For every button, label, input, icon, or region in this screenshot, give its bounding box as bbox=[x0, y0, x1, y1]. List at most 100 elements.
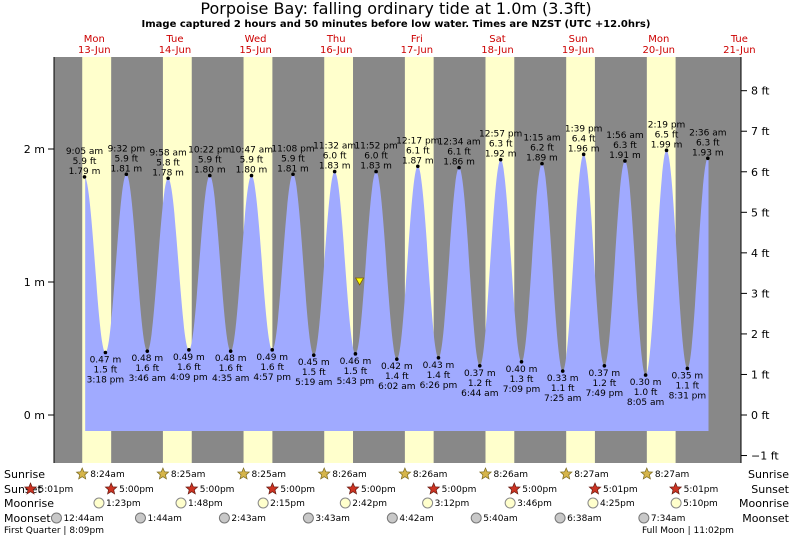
sunrise-time: 8:26am bbox=[413, 470, 448, 480]
extreme-ft: 5.9 ft bbox=[281, 154, 305, 164]
sunrise-star-icon bbox=[640, 467, 654, 480]
extreme-ft: 5.9 ft bbox=[114, 154, 138, 164]
right-tick-label: 7 ft bbox=[751, 125, 770, 138]
extreme-point bbox=[685, 366, 690, 371]
low-tide-label: 0.35 m1.1 ft8:31 pm bbox=[669, 366, 706, 401]
extreme-m: 1.81 m bbox=[277, 164, 309, 174]
current-level-marker bbox=[354, 277, 365, 286]
extreme-point bbox=[477, 363, 482, 368]
low-tide-label: 0.45 m1.5 ft5:19 am bbox=[295, 353, 332, 388]
low-tide-label: 0.49 m1.6 ft4:09 pm bbox=[170, 348, 208, 383]
day-name-label: Tue bbox=[730, 34, 748, 45]
extreme-time: 5:19 am bbox=[295, 378, 332, 388]
high-tide-label: 2:36 am6.3 ft1.93 m bbox=[689, 128, 726, 161]
extreme-ft: 1.0 ft bbox=[634, 388, 658, 398]
sunset-time: 5:01pm bbox=[684, 485, 719, 495]
extreme-ft: 6.0 ft bbox=[364, 152, 388, 162]
sunset-time: 5:00pm bbox=[522, 485, 557, 495]
moonrise-time: 4:25pm bbox=[600, 499, 635, 509]
extreme-time: 1:56 am bbox=[606, 131, 643, 141]
high-tide-label: 9:32 pm5.9 ft1.81 m bbox=[108, 144, 145, 177]
moonrise-time: 5:10pm bbox=[683, 499, 718, 509]
extreme-point bbox=[311, 353, 316, 357]
extreme-ft: 1.2 ft bbox=[593, 379, 617, 389]
left-axis: 0 m 1 m 2 m bbox=[24, 143, 54, 422]
extreme-m: 1.92 m bbox=[485, 150, 517, 160]
high-tide-label: 1:56 am6.3 ft1.91 m bbox=[606, 131, 644, 163]
high-tide-label: 1:15 am6.2 ft1.89 m bbox=[523, 134, 561, 166]
extreme-time: 6:44 am bbox=[461, 389, 498, 399]
extreme-point bbox=[249, 173, 254, 178]
extreme-ft: 1.1 ft bbox=[676, 381, 700, 391]
row-label-left: Sunrise bbox=[4, 468, 45, 481]
high-tide-label: 9:58 am5.8 ft1.78 m bbox=[149, 148, 187, 181]
extreme-point bbox=[228, 349, 233, 353]
moonrise-moon-icon bbox=[339, 497, 351, 509]
extreme-m: 0.49 m bbox=[256, 353, 288, 363]
extreme-m: 0.48 m bbox=[131, 354, 163, 364]
moonrise-time: 3:12pm bbox=[435, 499, 470, 509]
extreme-labels: 9:05 am5.9 ft1.79 m0.47 m1.5 ft3:18 pm9:… bbox=[66, 120, 727, 408]
extreme-time: 12:17 pm bbox=[396, 136, 439, 146]
chart-subtitle: Image captured 2 hours and 50 minutes be… bbox=[142, 19, 651, 30]
extreme-point bbox=[124, 172, 129, 177]
extreme-ft: 5.9 ft bbox=[73, 157, 97, 167]
extreme-m: 1.87 m bbox=[402, 156, 434, 166]
moonset-moon-icon bbox=[50, 512, 62, 524]
right-tick-label: 2 ft bbox=[751, 328, 770, 341]
extreme-time: 1:39 pm bbox=[565, 124, 603, 134]
high-tide-label: 11:32 am6.0 ft1.83 m bbox=[313, 142, 356, 174]
day-date-label: 20-Jun bbox=[642, 45, 675, 56]
high-tide-label: 12:17 pm6.1 ft1.87 m bbox=[396, 136, 439, 169]
high-tide-label: 2:19 pm6.5 ft1.99 m bbox=[648, 120, 685, 153]
moonset-moon-icon bbox=[470, 512, 482, 524]
high-tide-label: 11:52 pm6.0 ft1.83 m bbox=[354, 142, 398, 174]
row-label-left: Moonset bbox=[4, 512, 51, 525]
moon-phase-right: Full Moon | 11:02pm bbox=[642, 526, 734, 536]
day-date-label: 18-Jun bbox=[481, 45, 514, 56]
sunset-time: 5:00pm bbox=[200, 485, 235, 495]
sunset-star-icon bbox=[588, 482, 602, 495]
extreme-ft: 1.5 ft bbox=[94, 365, 118, 375]
extreme-time: 2:36 am bbox=[689, 128, 726, 138]
moonrise-time: 2:42pm bbox=[352, 499, 387, 509]
sunset-time: 5:00pm bbox=[361, 485, 396, 495]
extreme-point bbox=[270, 348, 275, 352]
extreme-ft: 1.1 ft bbox=[551, 384, 575, 394]
moonrise-time: 2:15pm bbox=[270, 499, 305, 509]
sunrise-star-icon bbox=[559, 467, 573, 480]
right-tick-label: 8 ft bbox=[751, 85, 770, 98]
moonrise-moon-icon bbox=[504, 497, 516, 509]
extreme-ft: 1.6 ft bbox=[177, 363, 201, 373]
sunrise-time: 8:26am bbox=[494, 470, 528, 480]
extreme-time: 4:09 pm bbox=[170, 373, 208, 383]
day-date-label: 19-Jun bbox=[562, 45, 595, 56]
extreme-time: 6:26 pm bbox=[420, 381, 458, 391]
sunset-time: 5:00pm bbox=[442, 485, 477, 495]
moonset-moon-icon bbox=[638, 512, 650, 524]
right-tick-label: 5 ft bbox=[751, 206, 770, 219]
extreme-point bbox=[82, 175, 87, 179]
extreme-ft: 1.5 ft bbox=[344, 367, 368, 377]
extreme-ft: 6.4 ft bbox=[572, 134, 596, 144]
extreme-m: 1.96 m bbox=[568, 144, 600, 154]
moonset-moon-icon bbox=[302, 512, 314, 524]
extreme-ft: 1.2 ft bbox=[468, 379, 492, 389]
right-tick-label: −1 ft bbox=[751, 450, 779, 463]
extreme-ft: 6.2 ft bbox=[530, 144, 554, 154]
sunset-star-icon bbox=[185, 482, 199, 495]
left-tick-label: 0 m bbox=[24, 409, 45, 422]
day-name-label: Wed bbox=[245, 34, 267, 45]
extreme-time: 1:15 am bbox=[523, 134, 560, 144]
sunset-star-icon bbox=[507, 482, 521, 495]
extreme-time: 11:08 pm bbox=[271, 144, 314, 154]
sunset-star-icon bbox=[104, 482, 118, 495]
low-tide-label: 0.48 m1.6 ft3:46 am bbox=[129, 349, 166, 384]
moonrise-moon-icon bbox=[670, 497, 682, 509]
low-tide-label: 0.47 m1.5 ft3:18 pm bbox=[87, 350, 124, 385]
extreme-m: 0.49 m bbox=[173, 353, 205, 363]
moonrise-moon-icon bbox=[175, 497, 187, 509]
extreme-ft: 5.9 ft bbox=[198, 156, 222, 166]
low-tide-label: 0.33 m1.1 ft7:25 am bbox=[544, 369, 581, 404]
extreme-m: 0.42 m bbox=[381, 362, 413, 372]
